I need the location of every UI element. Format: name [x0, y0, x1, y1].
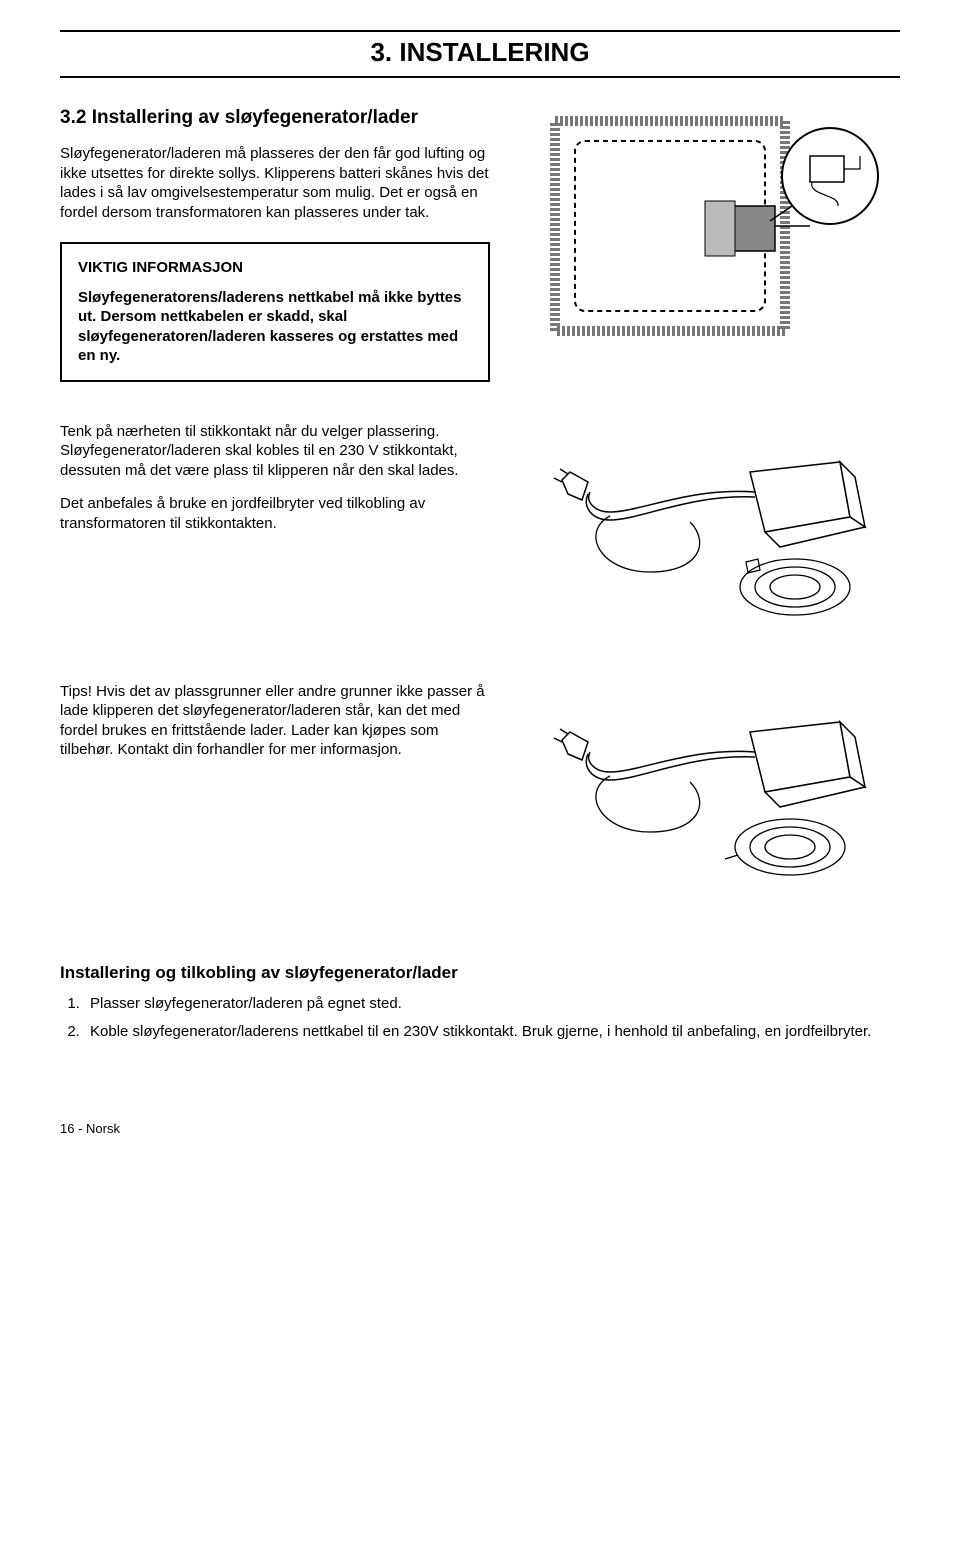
section-2-p2: Det anbefales å bruke en jordfeilbryter … — [60, 494, 490, 533]
section-2-text: Tenk på nærheten til stikkontakt når du … — [60, 422, 490, 642]
section-3-p1: Tips! Hvis det av plassgrunner eller and… — [60, 682, 490, 760]
page-footer: 16 - Norsk — [60, 1121, 900, 1138]
section-4: Installering og tilkobling av sløyfegene… — [60, 962, 900, 1041]
info-box-text: Sløyfegeneratorens/laderens nettkabel må… — [78, 288, 472, 366]
figure-1 — [520, 106, 900, 382]
section-3-text: Tips! Hvis det av plassgrunner eller and… — [60, 682, 490, 902]
section-4-heading: Installering og tilkobling av sløyfegene… — [60, 962, 900, 984]
figure-2 — [520, 422, 900, 642]
section-2-p1: Tenk på nærheten til stikkontakt når du … — [60, 422, 490, 481]
page-title-bar: 3. INSTALLERING — [60, 30, 900, 78]
info-box-title: VIKTIG INFORMASJON — [78, 258, 472, 278]
page-title: 3. INSTALLERING — [60, 36, 900, 70]
section-2: Tenk på nærheten til stikkontakt når du … — [60, 422, 900, 642]
section-1-text: 3.2 Installering av sløyfegenerator/lade… — [60, 106, 490, 382]
section-1-p1: Sløyfegenerator/laderen må plasseres der… — [60, 144, 490, 222]
section-1-heading: 3.2 Installering av sløyfegenerator/lade… — [60, 106, 490, 131]
section-3: Tips! Hvis det av plassgrunner eller and… — [60, 682, 900, 902]
section-1: 3.2 Installering av sløyfegenerator/lade… — [60, 106, 900, 382]
figure-3 — [520, 682, 900, 902]
steps-list: Plasser sløyfegenerator/laderen på egnet… — [60, 994, 900, 1041]
step-1: Plasser sløyfegenerator/laderen på egnet… — [84, 994, 900, 1014]
step-2: Koble sløyfegenerator/laderens nettkabel… — [84, 1022, 900, 1042]
info-box: VIKTIG INFORMASJON Sløyfegeneratorens/la… — [60, 242, 490, 382]
